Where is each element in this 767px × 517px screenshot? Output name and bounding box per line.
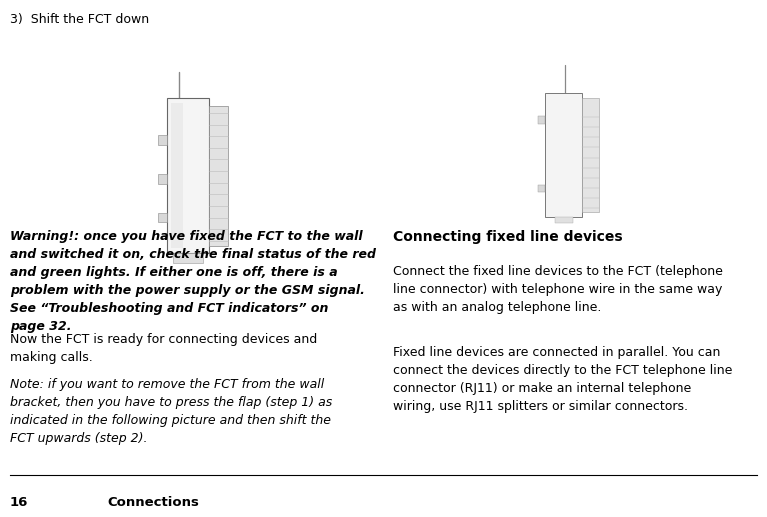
Text: Note: if you want to remove the FCT from the wall: Note: if you want to remove the FCT from… — [10, 378, 324, 391]
Text: Fixed line devices are connected in parallel. You can: Fixed line devices are connected in para… — [393, 346, 721, 359]
Text: Connect the fixed line devices to the FCT (telephone: Connect the fixed line devices to the FC… — [393, 265, 723, 278]
Bar — [157, 213, 166, 222]
Text: wiring, use RJ11 splitters or similar connectors.: wiring, use RJ11 splitters or similar co… — [393, 401, 689, 414]
Bar — [538, 116, 545, 124]
Text: problem with the power supply or the GSM signal.: problem with the power supply or the GSM… — [10, 284, 365, 297]
Text: connect the devices directly to the FCT telephone line: connect the devices directly to the FCT … — [393, 364, 732, 377]
Text: 3)  Shift the FCT down: 3) Shift the FCT down — [10, 13, 149, 26]
Bar — [555, 217, 573, 223]
Text: 16: 16 — [10, 496, 28, 509]
Bar — [157, 174, 166, 184]
Text: indicated in the following picture and then shift the: indicated in the following picture and t… — [10, 415, 331, 428]
Bar — [157, 135, 166, 145]
Text: FCT upwards (step 2).: FCT upwards (step 2). — [10, 433, 147, 446]
Bar — [166, 98, 209, 253]
Text: Connections: Connections — [107, 496, 199, 509]
Text: Now the FCT is ready for connecting devices and: Now the FCT is ready for connecting devi… — [10, 333, 318, 346]
Text: line connector) with telephone wire in the same way: line connector) with telephone wire in t… — [393, 283, 723, 296]
Bar — [582, 98, 599, 212]
Text: connector (RJ11) or make an internal telephone: connector (RJ11) or make an internal tel… — [393, 383, 692, 396]
Bar — [170, 103, 183, 248]
Text: as with an analog telephone line.: as with an analog telephone line. — [393, 301, 602, 314]
Text: making calls.: making calls. — [10, 352, 93, 364]
Text: bracket, then you have to press the flap (step 1) as: bracket, then you have to press the flap… — [10, 397, 332, 409]
Bar — [209, 106, 229, 246]
Text: See “Troubleshooting and FCT indicators” on: See “Troubleshooting and FCT indicators”… — [10, 302, 328, 315]
Text: page 32.: page 32. — [10, 320, 71, 333]
Text: Warning!: once you have fixed the FCT to the wall: Warning!: once you have fixed the FCT to… — [10, 230, 363, 243]
Text: and green lights. If either one is off, there is a: and green lights. If either one is off, … — [10, 266, 337, 279]
Text: and switched it on, check the final status of the red: and switched it on, check the final stat… — [10, 248, 376, 261]
Bar — [538, 185, 545, 192]
Bar — [173, 253, 202, 263]
Bar — [545, 93, 582, 217]
Text: Connecting fixed line devices: Connecting fixed line devices — [393, 230, 623, 244]
